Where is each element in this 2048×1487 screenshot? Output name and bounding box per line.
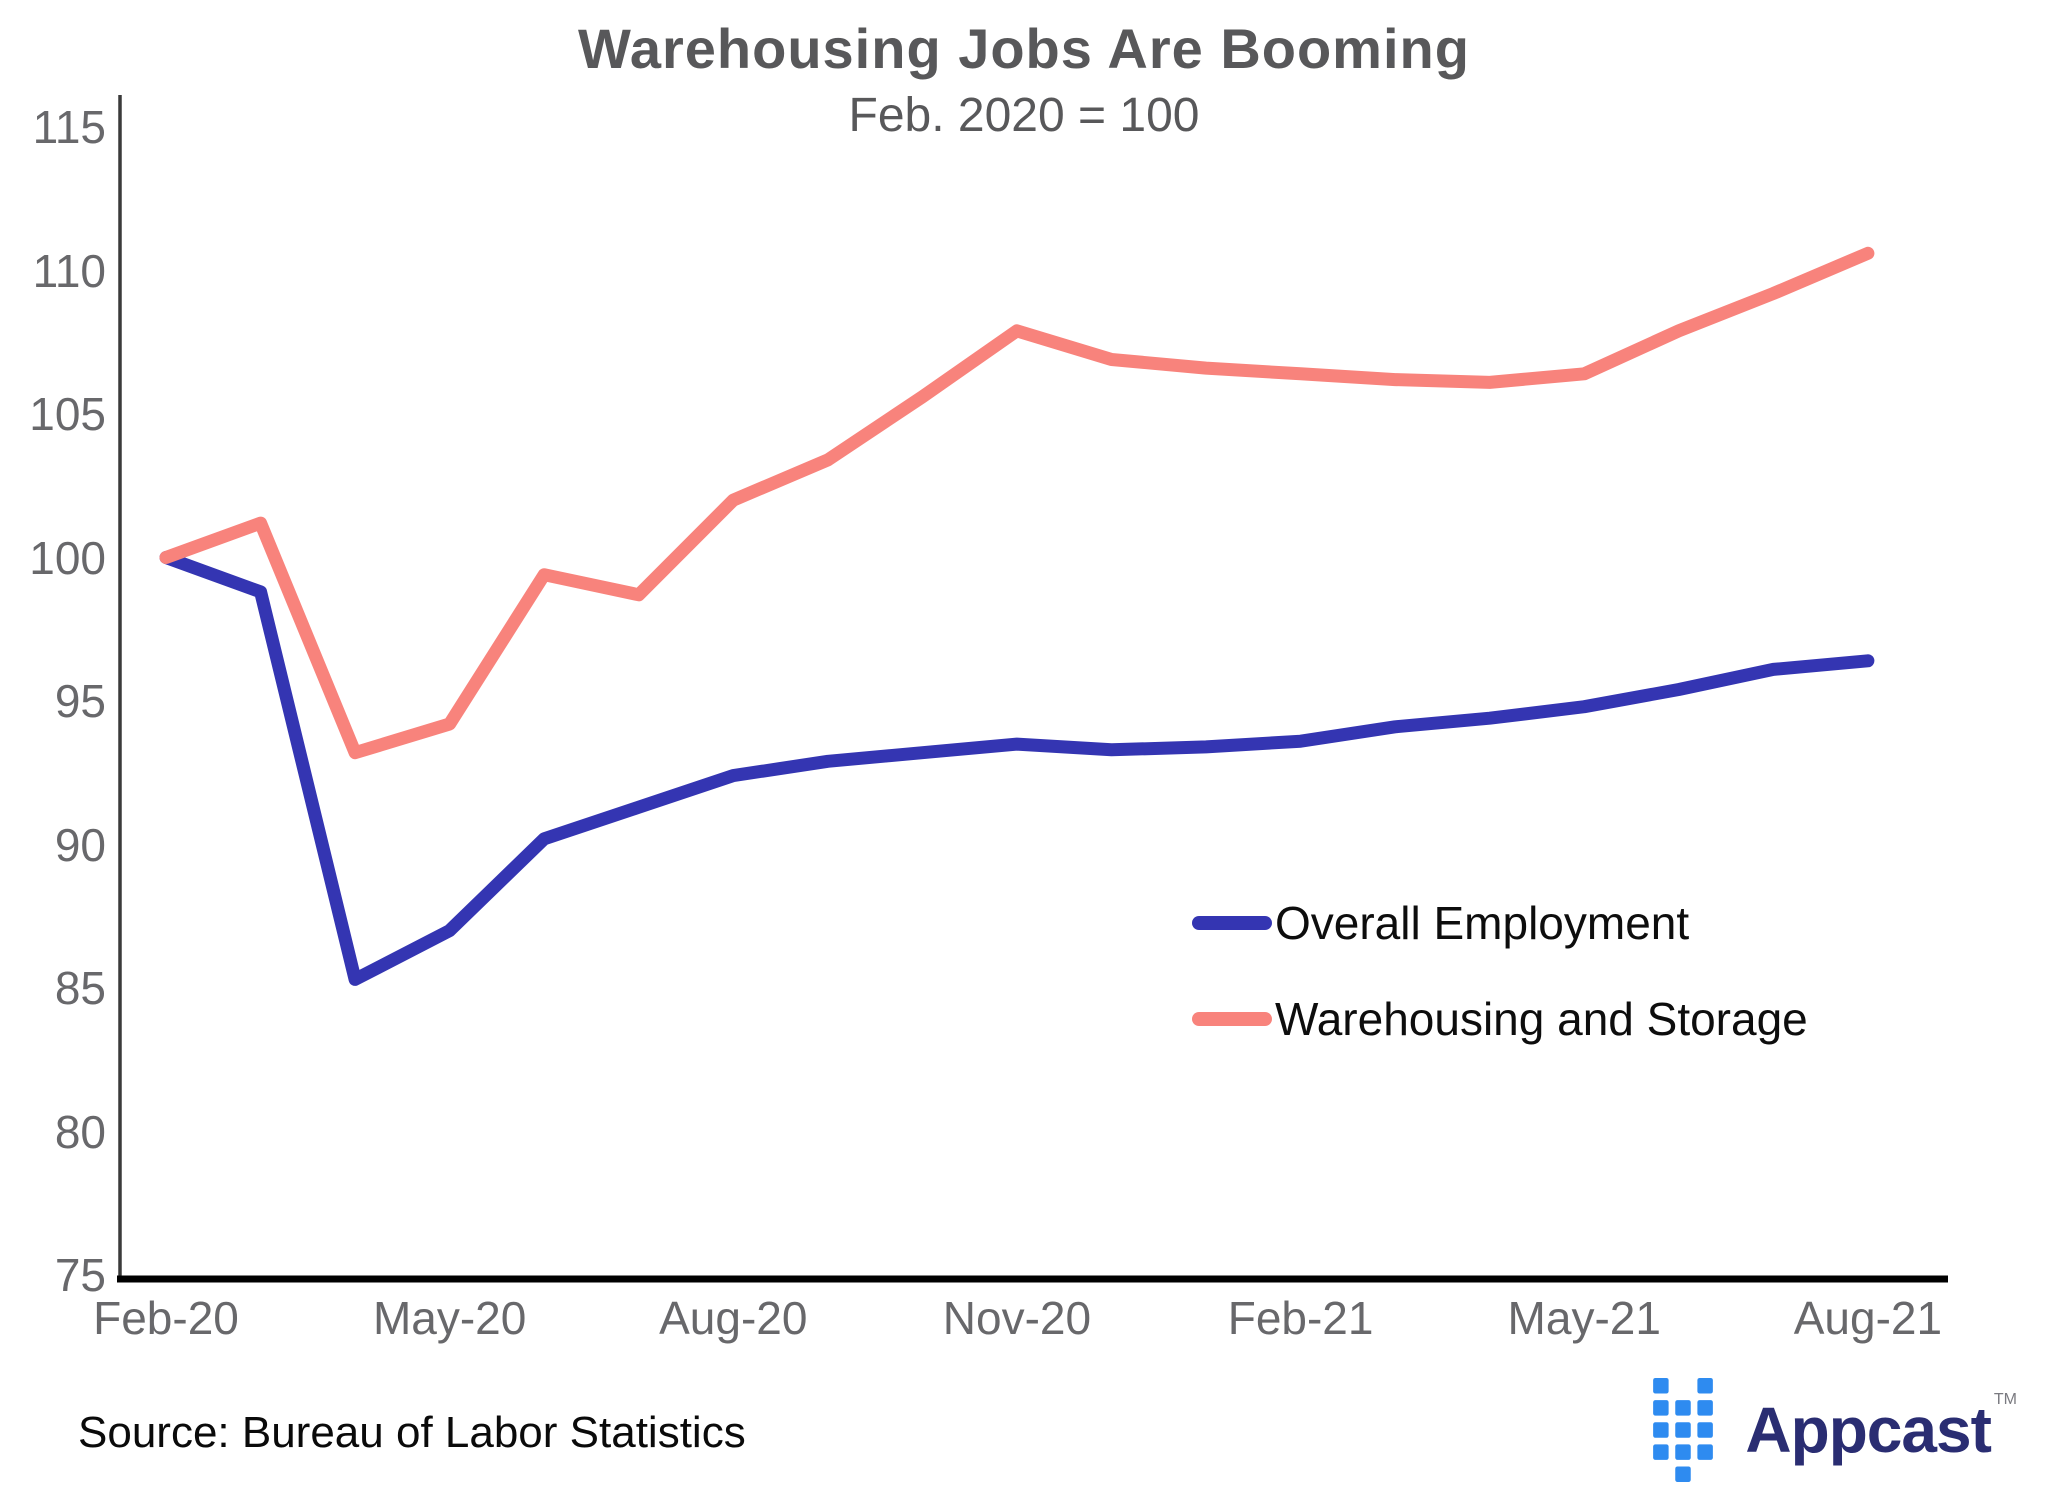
x-tick-label: May-20 [372, 1292, 527, 1344]
x-tick-label: Feb-20 [93, 1292, 239, 1344]
legend-label: Overall Employment [1275, 897, 1690, 949]
y-tick-label: 80 [54, 1105, 106, 1158]
y-tick-label: 100 [29, 531, 106, 584]
appcast-logo-icon [1653, 1378, 1714, 1482]
x-tick-label: Nov-20 [942, 1292, 1092, 1344]
y-tick-label: 110 [32, 244, 106, 297]
series-lines [159, 246, 1875, 986]
legend-item-warehousing-storage: Warehousing and Storage [1192, 992, 1808, 1046]
x-tick-label: Feb-21 [1227, 1292, 1374, 1344]
chart-subtitle: Feb. 2020 = 100 [848, 89, 1200, 142]
y-tick-label: 115 [32, 101, 106, 153]
y-tick-label: 85 [54, 962, 106, 1014]
source-text: Source: Bureau of Labor Statistics [78, 1408, 746, 1457]
x-tick-label: Aug-20 [659, 1292, 808, 1344]
warehousing-storage-line-swatch-icon [1192, 1012, 1272, 1026]
overall-employment-line-swatch-icon [1192, 916, 1272, 930]
series-line-warehousing-and-storage [159, 246, 1875, 760]
y-tick-label: 75 [54, 1249, 106, 1301]
legend: Overall Employment Warehousing and Stora… [1192, 896, 1808, 1088]
appcast-logo: Appcast TM [1639, 1378, 2017, 1482]
legend-item-overall-employment: Overall Employment [1192, 896, 1808, 950]
y-tick-label: 105 [29, 388, 106, 440]
appcast-trademark: TM [1993, 1391, 2017, 1408]
y-tick-label: 90 [54, 818, 106, 871]
legend-label: Warehousing and Storage [1275, 993, 1808, 1045]
x-tick-label: Aug-21 [1793, 1292, 1943, 1344]
series-line-overall-employment [159, 551, 1875, 986]
y-tick-label: 95 [54, 675, 106, 727]
chart-title: Warehousing Jobs Are Booming [578, 17, 1470, 80]
appcast-logo-text: Appcast [1745, 1394, 1991, 1466]
x-tick-label: May-21 [1507, 1292, 1661, 1344]
